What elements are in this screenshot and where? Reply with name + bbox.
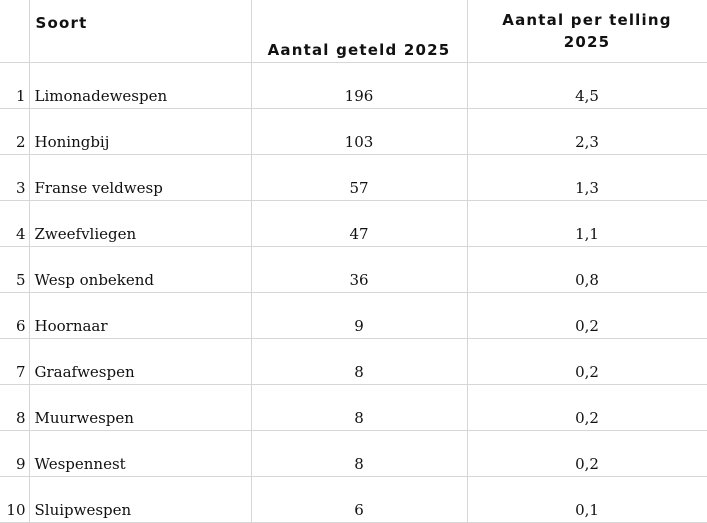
table-row: 10 Sluipwespen 6 0,1 — [0, 476, 707, 523]
soort-cell[interactable]: Honingbij — [28, 108, 252, 155]
soort-cell[interactable]: Graafwespen — [28, 338, 252, 385]
per-telling-cell[interactable]: 2,3 — [466, 108, 707, 155]
geteld-cell[interactable]: 57 — [250, 154, 468, 201]
header-rank-cell[interactable] — [0, 0, 30, 63]
geteld-cell[interactable]: 9 — [250, 292, 468, 339]
rank-cell[interactable]: 3 — [0, 154, 30, 201]
geteld-cell[interactable]: 103 — [250, 108, 468, 155]
table-row: 2 Honingbij 103 2,3 — [0, 108, 707, 155]
geteld-cell[interactable]: 6 — [250, 476, 468, 523]
rank-cell[interactable]: 5 — [0, 246, 30, 293]
rank-cell[interactable]: 1 — [0, 62, 30, 109]
soort-cell[interactable]: Wespennest — [28, 430, 252, 477]
header-aantal-per-telling-cell[interactable]: Aantal per telling 2025 — [466, 0, 707, 63]
soort-cell[interactable]: Franse veldwesp — [28, 154, 252, 201]
per-telling-cell[interactable]: 0,8 — [466, 246, 707, 293]
table-row: 6 Hoornaar 9 0,2 — [0, 292, 707, 339]
geteld-cell[interactable]: 36 — [250, 246, 468, 293]
soort-cell[interactable]: Hoornaar — [28, 292, 252, 339]
rank-cell[interactable]: 2 — [0, 108, 30, 155]
per-telling-cell[interactable]: 0,2 — [466, 292, 707, 339]
rank-cell[interactable]: 6 — [0, 292, 30, 339]
table-row: 1 Limonadewespen 196 4,5 — [0, 62, 707, 109]
table-row: 8 Muurwespen 8 0,2 — [0, 384, 707, 431]
rank-cell[interactable]: 4 — [0, 200, 30, 247]
table-row: 7 Graafwespen 8 0,2 — [0, 338, 707, 385]
per-telling-cell[interactable]: 0,2 — [466, 430, 707, 477]
header-aantal-per-telling-line2: 2025 — [563, 33, 611, 51]
table-row: 5 Wesp onbekend 36 0,8 — [0, 246, 707, 293]
rank-cell[interactable]: 10 — [0, 476, 30, 523]
soort-cell[interactable]: Limonadewespen — [28, 62, 252, 109]
soort-cell[interactable]: Wesp onbekend — [28, 246, 252, 293]
header-row: Soort Aantal geteld 2025 Aantal per tell… — [0, 0, 707, 63]
soort-cell[interactable]: Muurwespen — [28, 384, 252, 431]
per-telling-cell[interactable]: 4,5 — [466, 62, 707, 109]
rank-cell[interactable]: 9 — [0, 430, 30, 477]
rank-cell[interactable]: 7 — [0, 338, 30, 385]
soort-cell[interactable]: Sluipwespen — [28, 476, 252, 523]
table-row: 3 Franse veldwesp 57 1,3 — [0, 154, 707, 201]
header-soort-label: Soort — [35, 14, 88, 32]
geteld-cell[interactable]: 8 — [250, 338, 468, 385]
table-row: 9 Wespennest 8 0,2 — [0, 430, 707, 477]
geteld-cell[interactable]: 196 — [250, 62, 468, 109]
geteld-cell[interactable]: 8 — [250, 430, 468, 477]
table-row: 4 Zweefvliegen 47 1,1 — [0, 200, 707, 247]
soort-cell[interactable]: Zweefvliegen — [28, 200, 252, 247]
per-telling-cell[interactable]: 1,1 — [466, 200, 707, 247]
header-aantal-geteld-label: Aantal geteld 2025 — [267, 41, 451, 59]
per-telling-cell[interactable]: 0,2 — [466, 338, 707, 385]
per-telling-cell[interactable]: 1,3 — [466, 154, 707, 201]
geteld-cell[interactable]: 8 — [250, 384, 468, 431]
rank-cell[interactable]: 8 — [0, 384, 30, 431]
header-aantal-per-telling-line1: Aantal per telling — [502, 11, 672, 29]
per-telling-cell[interactable]: 0,2 — [466, 384, 707, 431]
header-soort-cell[interactable]: Soort — [28, 0, 252, 63]
header-aantal-geteld-cell[interactable]: Aantal geteld 2025 — [250, 0, 468, 63]
geteld-cell[interactable]: 47 — [250, 200, 468, 247]
per-telling-cell[interactable]: 0,1 — [466, 476, 707, 523]
